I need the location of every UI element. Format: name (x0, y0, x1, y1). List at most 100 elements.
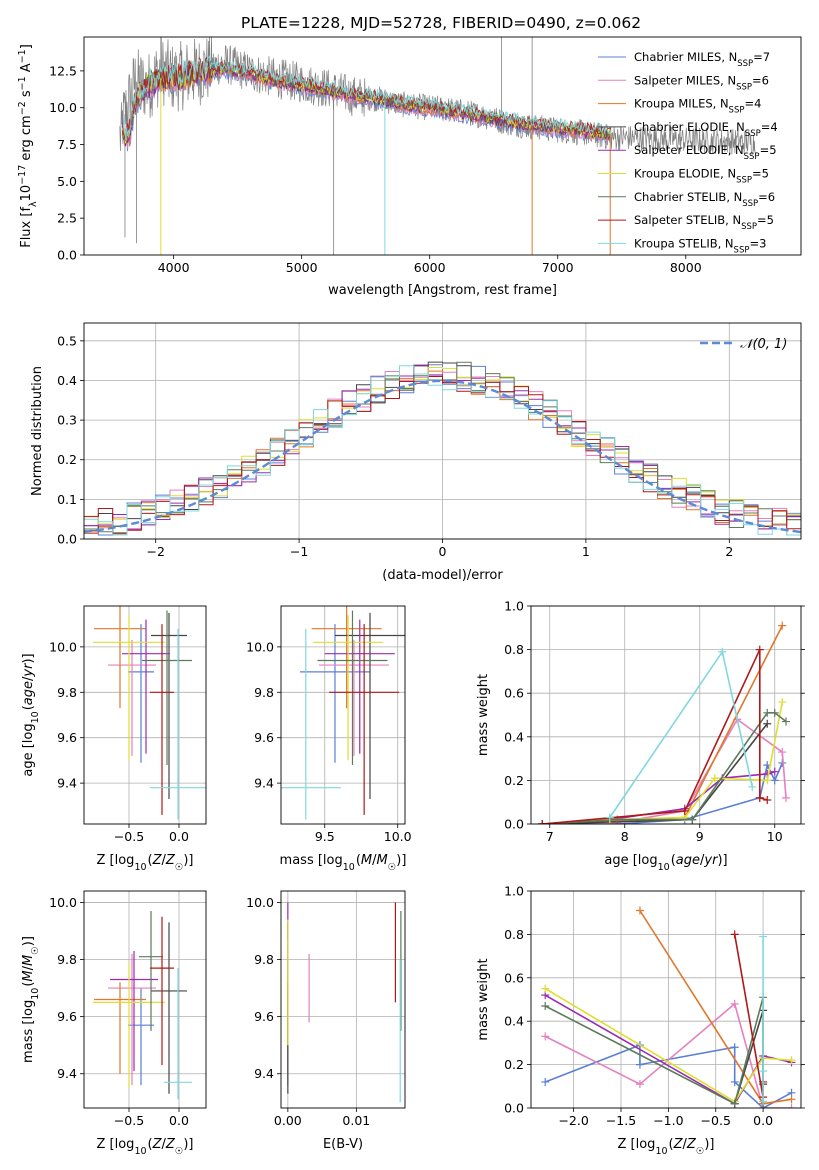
y-axis-label: age [log10(age/yr)] (21, 653, 41, 776)
massweight-marker (635, 1080, 644, 1089)
x-tick-label: 8000 (670, 260, 702, 275)
x-tick-label: 6000 (414, 260, 446, 275)
y-tick-label: 7.5 (57, 137, 77, 152)
y-tick-label: 0.4 (504, 1014, 524, 1029)
massweight-marker (759, 1097, 768, 1106)
x-tick-label: 8 (621, 829, 629, 844)
y-axis-label: mass weight (476, 958, 491, 1040)
massweight-marker (759, 1067, 768, 1076)
mass-vs-metallicity-panel: −0.5 0.0 9.4 9.6 9.8 10.0 Z [log10(Z/Z☉)] mass … (21, 890, 207, 1157)
massweight-marker (635, 906, 644, 915)
y-tick-label: 2.5 (57, 211, 77, 226)
errorbar-plot-area (287, 902, 402, 1103)
massweight-marker (755, 645, 764, 654)
legend-entry-normal: 𝒩(0, 1) (740, 337, 787, 352)
massweight-marker (755, 793, 764, 802)
massweight-marker (778, 697, 787, 706)
y-tick-label: 0.5 (57, 333, 77, 348)
y-tick-label: 9.8 (254, 685, 274, 700)
legend-entry-1: Salpeter MILES, NSSP=6 (634, 73, 769, 92)
massweight-series-5 (544, 987, 792, 1103)
massweight-marker (730, 930, 739, 939)
massweight-marker (778, 621, 787, 630)
x-tick-label: 0.0 (169, 1113, 189, 1128)
axes-frame (530, 605, 802, 825)
x-tick-label: −1 (290, 544, 308, 559)
y-tick-label: 9.4 (254, 1066, 274, 1081)
massweight-marker (770, 708, 779, 717)
massweight-marker (730, 1099, 739, 1108)
legend-entry-7: Salpeter STELIB, NSSP=5 (634, 213, 774, 232)
age-vs-metallicity-panel: −0.5 0.0 9.4 9.6 9.8 10.0 Z [log10(Z/Z☉)] age [… (21, 605, 207, 873)
massweight-vs-age-panel: 7 8 9 10 0.0 0.2 0.4 0.6 0.8 1.0 age [log10(age/yr… (476, 599, 805, 873)
y-tick-label: 0.8 (504, 927, 524, 942)
y-tick-label: 10.0 (246, 639, 274, 654)
legend-entry-3: Chabrier ELODIE, NSSP=4 (634, 120, 778, 139)
x-axis-label: wavelength [Angstrom, rest frame] (328, 283, 557, 298)
massweight-vs-metallicity-panel: −2.0 −1.5 −1.0 −0.5 0.0 0.0 0.2 0.4 0.6 0.8 1.0 Z [… (476, 884, 805, 1157)
massweight-marker (748, 782, 757, 791)
massweight-marker (782, 717, 790, 726)
x-tick-label: 10.0 (384, 829, 412, 844)
x-tick-label: 5000 (286, 260, 318, 275)
y-axis-label: mass [log10(M/M☉)] (21, 936, 41, 1063)
x-tick-label: 0 (439, 544, 447, 559)
y-tick-label: 10.0 (49, 100, 77, 115)
massweight-marker (763, 776, 772, 785)
x-tick-label: 2 (725, 544, 733, 559)
massweight-series-6 (542, 711, 787, 824)
y-tick-label: 0.2 (504, 773, 524, 788)
y-tick-label: 9.8 (57, 685, 77, 700)
spectrum-legend: Chabrier MILES, NSSP=7 Salpeter MILES, NS… (598, 50, 778, 255)
massweight-marker (718, 647, 727, 656)
y-tick-label: 9.8 (254, 952, 274, 967)
spectrum-panel: 4000 5000 6000 7000 8000 0.0 2.5 5.0 7.5 10.0 12.5… (17, 36, 802, 298)
x-tick-label: −2 (146, 544, 164, 559)
axes-frame (280, 890, 406, 1109)
x-tick-label: −0.5 (701, 1113, 731, 1128)
massweight-marker (730, 999, 739, 1008)
legend-entry-5: Kroupa ELODIE, NSSP=5 (634, 167, 769, 186)
mass-vs-extinction-panel: 0.00 0.01 9.4 9.6 9.8 10.0 E(B-V) (246, 890, 406, 1152)
y-tick-label: 0.4 (504, 729, 524, 744)
massweight-marker (541, 1077, 550, 1086)
x-axis-label: (data-model)/error (382, 568, 503, 583)
x-tick-label: −2.0 (558, 1113, 588, 1128)
x-tick-label: 0.01 (342, 1113, 370, 1128)
x-tick-label: −1.0 (653, 1113, 683, 1128)
massweight-series-3 (542, 723, 768, 824)
y-tick-label: 0.6 (504, 970, 524, 985)
y-tick-label: 0.1 (57, 492, 77, 507)
massweight-plot-area (538, 621, 790, 824)
x-tick-label: 0.0 (753, 1113, 773, 1128)
y-tick-label: 0.0 (504, 817, 524, 832)
massweight-marker (541, 984, 550, 993)
massweight-marker (730, 1077, 739, 1086)
errorbar-plot-area (93, 606, 206, 820)
y-tick-label: 9.4 (57, 1066, 77, 1081)
massweight-marker (605, 813, 614, 822)
massweight-marker (759, 932, 768, 941)
errorbar-plot-area (93, 910, 192, 1100)
histogram-step-8 (84, 365, 801, 536)
legend-entry-6: Chabrier STELIB, NSSP=6 (634, 190, 775, 209)
y-tick-label: 0.2 (57, 452, 77, 467)
y-axis-label: mass weight (476, 674, 491, 756)
errorbar-plot-area (281, 606, 405, 820)
figure-title: PLATE=1228, MJD=52728, FIBERID=0490, z=0… (241, 14, 641, 32)
axes-frame (83, 36, 802, 256)
y-tick-label: 0.8 (504, 642, 524, 657)
y-tick-label: 0.0 (504, 1101, 524, 1116)
axes-frame (83, 605, 207, 825)
y-tick-label: 0.6 (504, 686, 524, 701)
massweight-marker (763, 708, 772, 717)
massweight-series-2 (542, 625, 784, 824)
massweight-marker (787, 1104, 796, 1108)
x-axis-label: Z [log10(Z/Z☉)] (97, 1137, 194, 1157)
x-tick-label: 1 (582, 544, 590, 559)
x-axis-label: E(B-V) (323, 1137, 363, 1152)
x-tick-label: 0.00 (274, 1113, 302, 1128)
y-tick-label: 0.0 (57, 532, 77, 547)
x-tick-label: 7 (546, 829, 554, 844)
